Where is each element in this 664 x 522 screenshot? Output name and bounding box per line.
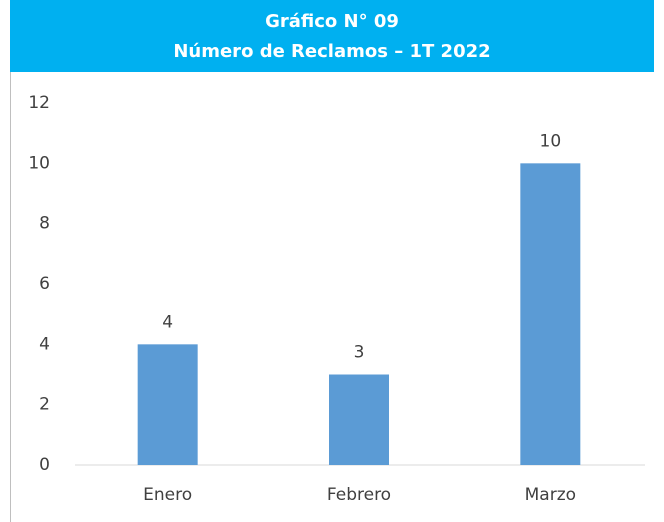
y-tick-label: 10 [28,153,50,173]
data-label: 4 [162,312,173,332]
y-tick-label: 12 [28,93,50,113]
x-tick-label: Febrero [327,485,391,505]
chart-subtitle: Número de Reclamos – 1T 2022 [173,41,490,62]
y-tick-label: 4 [39,334,50,354]
data-label: 10 [540,131,562,151]
y-tick-label: 8 [39,214,50,234]
title-banner [10,0,654,72]
y-tick-label: 0 [39,455,50,475]
data-label: 3 [354,343,365,363]
y-tick-label: 2 [39,395,50,415]
bar [137,344,198,465]
bar [329,374,389,465]
x-tick-label: Enero [143,485,192,505]
x-tick-label: Marzo [525,485,576,505]
chart-title: Gráfico N° 09 [265,11,399,32]
y-tick-label: 6 [39,274,50,294]
bar [520,163,581,466]
